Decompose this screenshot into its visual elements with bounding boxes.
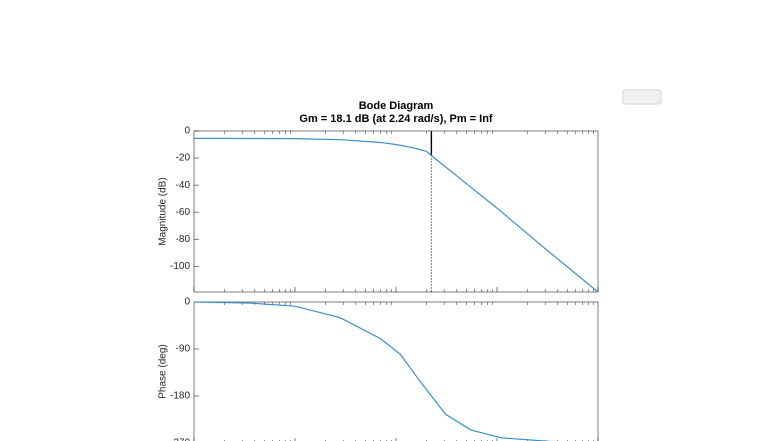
y-tick-label: -90 (176, 344, 191, 355)
y-tick-label: -20 (176, 153, 191, 164)
y-tick-label: -60 (176, 207, 191, 218)
y-axis-label: Phase (deg) (158, 344, 169, 398)
toolbar-button[interactable] (622, 89, 662, 105)
axes-box (193, 130, 599, 293)
y-axis-label: Magnitude (dB) (158, 177, 169, 245)
chart-title: Bode Diagram (359, 100, 434, 112)
y-tick-label: 0 (184, 297, 190, 308)
y-tick-label: -80 (176, 234, 191, 245)
y-tick-label: -270 (170, 438, 190, 441)
series-line (193, 137, 599, 293)
y-tick-label: -40 (176, 180, 191, 191)
y-tick-label: 0 (184, 126, 190, 137)
series-line (193, 301, 559, 441)
chart-subtitle: Gm = 18.1 dB (at 2.24 rad/s), Pm = Inf (299, 113, 493, 125)
axes-box (193, 301, 599, 441)
y-tick-label: -100 (170, 261, 190, 272)
y-tick-label: -180 (170, 391, 190, 402)
